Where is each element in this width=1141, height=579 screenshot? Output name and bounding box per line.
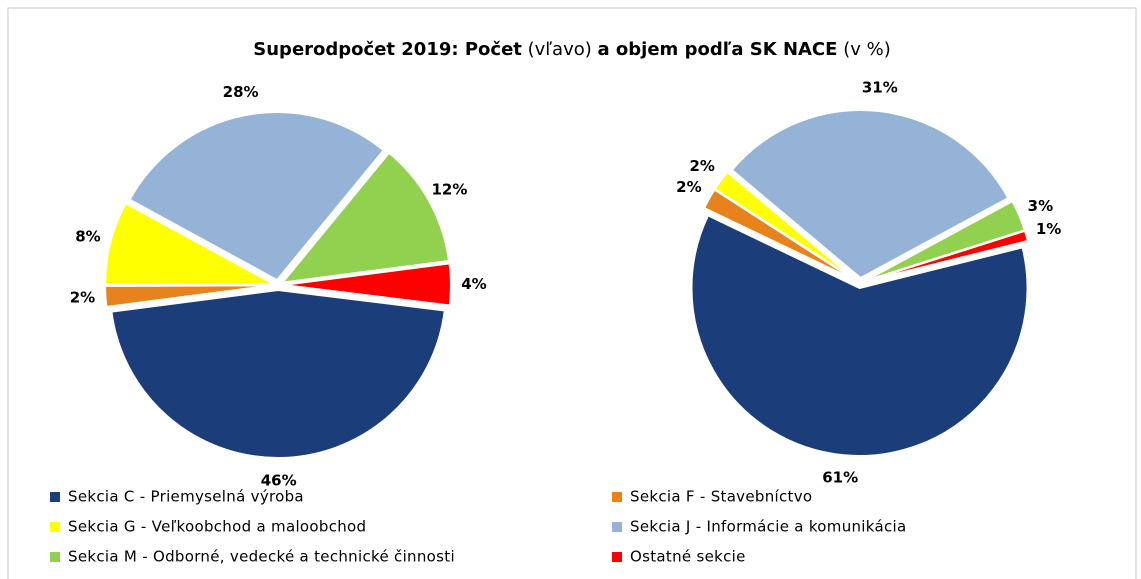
legend-label: Sekcia J - Informácie a komunikácia	[630, 518, 907, 536]
title-part: (v %)	[843, 39, 891, 60]
legend-label: Sekcia C - Priemyselná výroba	[68, 488, 304, 506]
data-label: 46%	[261, 471, 297, 489]
data-label: 12%	[431, 180, 467, 198]
pie-slice	[104, 284, 274, 309]
legend-swatch	[612, 552, 622, 562]
data-label: 2%	[690, 157, 715, 175]
legend-swatch	[612, 492, 622, 502]
pie-slice	[110, 288, 446, 459]
title-part: (vľavo)	[528, 39, 592, 60]
pie-slice	[128, 111, 386, 282]
data-label: 31%	[862, 79, 898, 97]
legend-label: Sekcia F - Stavebníctvo	[630, 488, 812, 506]
pie-slice	[690, 214, 1029, 457]
pie-slice	[104, 201, 274, 286]
data-label: 4%	[461, 275, 486, 293]
data-label: 8%	[75, 227, 100, 245]
pie-slice	[864, 229, 1030, 283]
pie-slice	[713, 170, 857, 281]
title-part: Superodpočet 2019: Počet	[253, 39, 522, 60]
legend-swatch	[50, 522, 60, 532]
data-label: 1%	[1036, 220, 1061, 238]
legend-swatch	[50, 552, 60, 562]
data-label: 3%	[1028, 197, 1053, 215]
legend-label: Sekcia M - Odborné, vedecké a technické …	[68, 548, 455, 566]
pie-slice	[279, 151, 451, 284]
legend-label: Ostatné sekcie	[630, 548, 746, 566]
pie-slice	[730, 109, 1010, 280]
legend-swatch	[50, 492, 60, 502]
legend-swatch	[612, 522, 622, 532]
title-part: a objem podľa SK NACE	[598, 39, 838, 60]
data-label: 2%	[70, 288, 95, 306]
data-label: 61%	[822, 468, 858, 486]
legend-label: Sekcia G - Veľkoobchod a maloobchod	[68, 518, 366, 536]
pie-slice	[282, 262, 452, 307]
chart-title: Superodpočet 2019: Počet (vľavo) a objem…	[253, 39, 890, 60]
data-label: 28%	[223, 83, 259, 101]
data-label: 2%	[676, 178, 701, 196]
